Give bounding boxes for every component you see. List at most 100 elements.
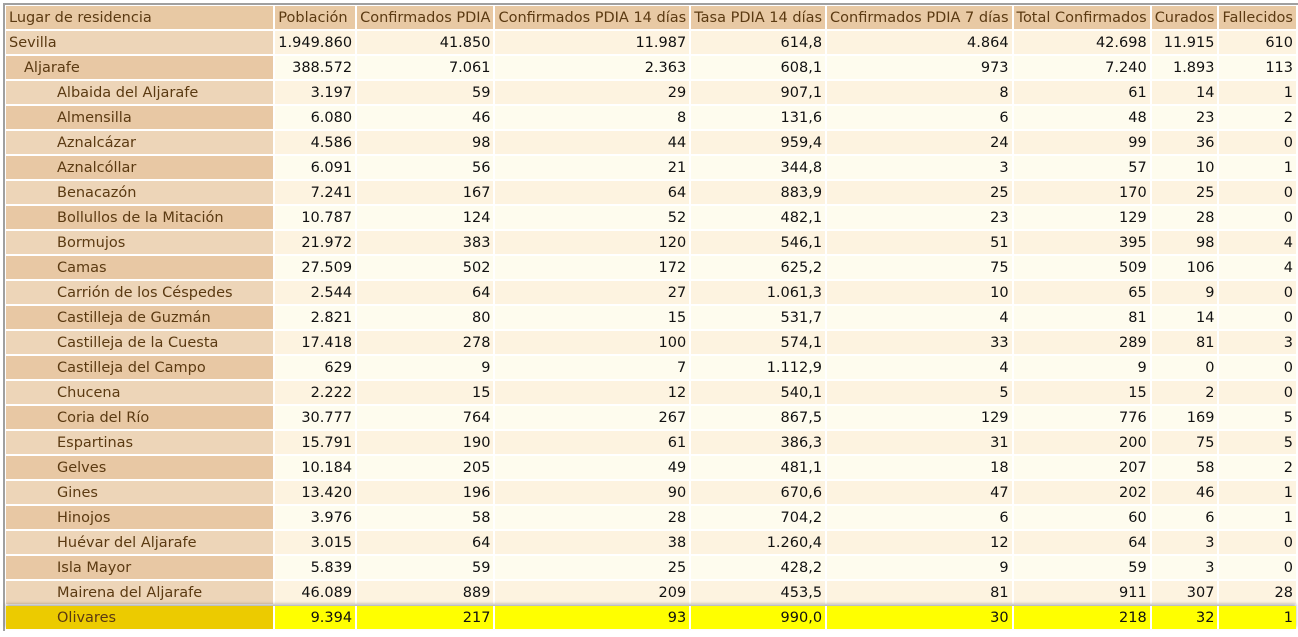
table-row[interactable]: Carrión de los Céspedes 2.544 64 27 1.061,3 1… <box>6 281 1296 304</box>
row-label[interactable]: Castilleja de Guzmán <box>6 306 274 329</box>
cell-curados: 14 <box>1151 81 1218 104</box>
row-label[interactable]: Bollullos de la Mitación <box>6 206 274 229</box>
cell-confirmados-pdia-7: 10 <box>827 281 1012 304</box>
row-label[interactable]: Huévar del Aljarafe <box>6 531 274 554</box>
cell-poblacion: 10.787 <box>275 206 356 229</box>
table-row[interactable]: Albaida del Aljarafe 3.197 59 29 907,1 8 61 14 1 <box>6 81 1296 104</box>
table-row[interactable]: Almensilla 6.080 46 8 131,6 6 48 23 2 <box>6 106 1296 129</box>
row-label[interactable]: Aljarafe <box>6 56 274 79</box>
row-label[interactable]: Coria del Río <box>6 406 274 429</box>
row-label[interactable]: Aznalcóllar <box>6 156 274 179</box>
header-poblacion[interactable]: Población <box>275 6 356 29</box>
table-row[interactable]: Hinojos 3.976 58 28 704,2 6 60 6 1 <box>6 506 1296 529</box>
cell-confirmados-pdia-14: 49 <box>495 456 690 479</box>
cell-tasa-pdia-14: 481,1 <box>691 456 826 479</box>
table-row[interactable]: Aznalcóllar 6.091 56 21 344,8 3 57 10 1 <box>6 156 1296 179</box>
table-row[interactable]: Olivares 9.394 217 93 990,0 30 218 32 1 <box>6 606 1296 629</box>
row-label[interactable]: Mairena del Aljarafe <box>6 581 274 604</box>
row-label[interactable]: Almensilla <box>6 106 274 129</box>
row-label[interactable]: Carrión de los Céspedes <box>6 281 274 304</box>
cell-total-confirmados: 207 <box>1013 456 1150 479</box>
row-label[interactable]: Gines <box>6 481 274 504</box>
table-row[interactable]: Espartinas 15.791 190 61 386,3 31 200 75 5 <box>6 431 1296 454</box>
table-row[interactable]: Gines 13.420 196 90 670,6 47 202 46 1 <box>6 481 1296 504</box>
cell-fallecidos: 0 <box>1219 381 1296 404</box>
row-label[interactable]: Chucena <box>6 381 274 404</box>
cell-poblacion: 6.080 <box>275 106 356 129</box>
cell-confirmados-pdia-7: 12 <box>827 531 1012 554</box>
header-confirmados-pdia[interactable]: Confirmados PDIA <box>357 6 494 29</box>
cell-fallecidos: 1 <box>1219 606 1296 629</box>
cell-fallecidos: 1 <box>1219 81 1296 104</box>
table-row[interactable]: Gelves 10.184 205 49 481,1 18 207 58 2 <box>6 456 1296 479</box>
table-row[interactable]: Aznalcázar 4.586 98 44 959,4 24 99 36 0 <box>6 131 1296 154</box>
header-tasa-pdia-14[interactable]: Tasa PDIA 14 días <box>691 6 826 29</box>
table-row[interactable]: Benacazón 7.241 167 64 883,9 25 170 25 0 <box>6 181 1296 204</box>
cell-curados: 169 <box>1151 406 1218 429</box>
table-row[interactable]: Mairena del Aljarafe 46.089 889 209 453,5 81 9… <box>6 581 1296 604</box>
cell-total-confirmados: 64 <box>1013 531 1150 554</box>
cell-fallecidos: 113 <box>1219 56 1296 79</box>
row-label[interactable]: Sevilla <box>6 31 274 54</box>
row-label[interactable]: Bormujos <box>6 231 274 254</box>
cell-confirmados-pdia-7: 6 <box>827 106 1012 129</box>
cell-confirmados-pdia: 889 <box>357 581 494 604</box>
cell-poblacion: 10.184 <box>275 456 356 479</box>
row-label[interactable]: Camas <box>6 256 274 279</box>
row-label[interactable]: Olivares <box>6 606 274 629</box>
row-label[interactable]: Castilleja del Campo <box>6 356 274 379</box>
cell-total-confirmados: 81 <box>1013 306 1150 329</box>
row-label[interactable]: Gelves <box>6 456 274 479</box>
cell-total-confirmados: 202 <box>1013 481 1150 504</box>
cell-total-confirmados: 9 <box>1013 356 1150 379</box>
cell-confirmados-pdia-7: 25 <box>827 181 1012 204</box>
row-label[interactable]: Albaida del Aljarafe <box>6 81 274 104</box>
row-label[interactable]: Aznalcázar <box>6 131 274 154</box>
table-row[interactable]: Castilleja del Campo 629 9 7 1.112,9 4 9 0 0 <box>6 356 1296 379</box>
row-label[interactable]: Hinojos <box>6 506 274 529</box>
table-row[interactable]: Castilleja de Guzmán 2.821 80 15 531,7 4 81 14 0 <box>6 306 1296 329</box>
cell-poblacion: 6.091 <box>275 156 356 179</box>
table-row[interactable]: Castilleja de la Cuesta 17.418 278 100 574,1… <box>6 331 1296 354</box>
cell-tasa-pdia-14: 704,2 <box>691 506 826 529</box>
cell-confirmados-pdia: 80 <box>357 306 494 329</box>
cell-total-confirmados: 60 <box>1013 506 1150 529</box>
row-label[interactable]: Castilleja de la Cuesta <box>6 331 274 354</box>
header-curados[interactable]: Curados <box>1151 6 1218 29</box>
header-total-confirmados[interactable]: Total Confirmados <box>1013 6 1150 29</box>
table-row[interactable]: Isla Mayor 5.839 59 25 428,2 9 59 3 0 <box>6 556 1296 579</box>
cell-tasa-pdia-14: 344,8 <box>691 156 826 179</box>
header-confirmados-pdia-7[interactable]: Confirmados PDIA 7 días <box>827 6 1012 29</box>
header-fallecidos[interactable]: Fallecidos <box>1219 6 1296 29</box>
cell-confirmados-pdia-7: 4 <box>827 356 1012 379</box>
cell-tasa-pdia-14: 625,2 <box>691 256 826 279</box>
table-row[interactable]: Bormujos 21.972 383 120 546,1 51 395 98 4 <box>6 231 1296 254</box>
cell-confirmados-pdia-14: 25 <box>495 556 690 579</box>
cell-confirmados-pdia-7: 4.864 <box>827 31 1012 54</box>
cell-curados: 0 <box>1151 356 1218 379</box>
cell-curados: 10 <box>1151 156 1218 179</box>
row-label[interactable]: Isla Mayor <box>6 556 274 579</box>
table-row[interactable]: Chucena 2.222 15 12 540,1 5 15 2 0 <box>6 381 1296 404</box>
table-row[interactable]: Sevilla 1.949.860 41.850 11.987 614,8 4.864 42… <box>6 31 1296 54</box>
table-row[interactable]: Huévar del Aljarafe 3.015 64 38 1.260,4 12 64 3… <box>6 531 1296 554</box>
cell-confirmados-pdia-7: 33 <box>827 331 1012 354</box>
table-row[interactable]: Bollullos de la Mitación 10.787 124 52 482,1… <box>6 206 1296 229</box>
cell-fallecidos: 0 <box>1219 206 1296 229</box>
cell-fallecidos: 3 <box>1219 331 1296 354</box>
cell-poblacion: 629 <box>275 356 356 379</box>
cell-total-confirmados: 200 <box>1013 431 1150 454</box>
cell-total-confirmados: 129 <box>1013 206 1150 229</box>
table-row[interactable]: Coria del Río 30.777 764 267 867,5 129 776 169 5 <box>6 406 1296 429</box>
table-row[interactable]: Aljarafe 388.572 7.061 2.363 608,1 973 7.240 1.… <box>6 56 1296 79</box>
header-confirmados-pdia-14[interactable]: Confirmados PDIA 14 días <box>495 6 690 29</box>
cell-poblacion: 2.821 <box>275 306 356 329</box>
cell-tasa-pdia-14: 386,3 <box>691 431 826 454</box>
table-row[interactable]: Camas 27.509 502 172 625,2 75 509 106 4 <box>6 256 1296 279</box>
row-label[interactable]: Benacazón <box>6 181 274 204</box>
row-label[interactable]: Espartinas <box>6 431 274 454</box>
header-lugar[interactable]: Lugar de residencia <box>6 6 274 29</box>
cell-curados: 14 <box>1151 306 1218 329</box>
cell-poblacion: 21.972 <box>275 231 356 254</box>
cell-curados: 46 <box>1151 481 1218 504</box>
